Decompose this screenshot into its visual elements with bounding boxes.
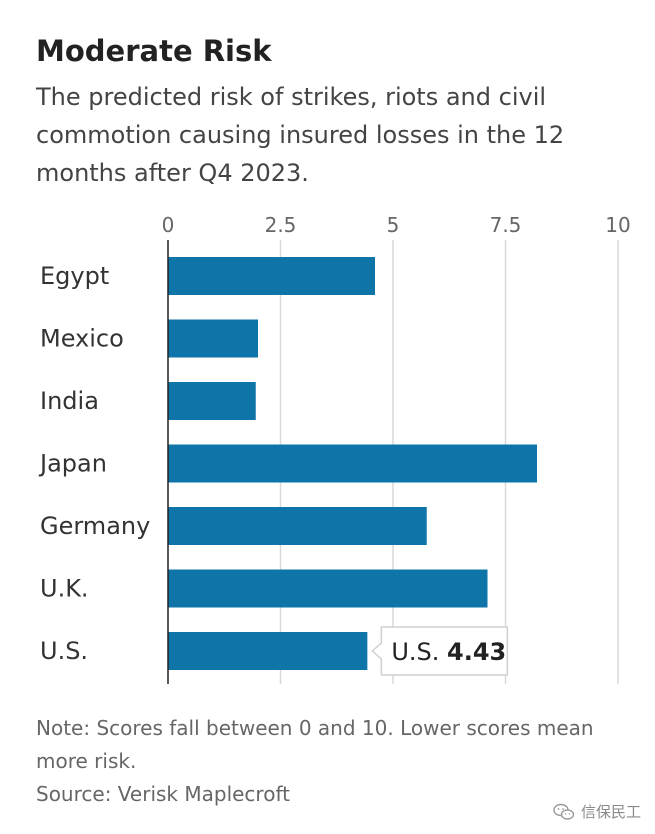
bar xyxy=(168,257,375,295)
watermark-text: 信保民工 xyxy=(580,803,641,821)
category-label: Mexico xyxy=(40,325,124,353)
chart-subtitle: The predicted risk of strikes, riots and… xyxy=(36,83,565,187)
bar xyxy=(168,444,537,483)
bar xyxy=(168,569,488,608)
callout-box xyxy=(371,626,509,676)
x-tick-label: 10 xyxy=(605,213,630,237)
x-axis-ticks: 0 2.5 5 7.5 10 xyxy=(162,213,631,237)
wechat-icon xyxy=(553,803,575,820)
footnote: Note: Scores fall between 0 and 10. Lowe… xyxy=(36,716,594,773)
category-label: Egypt xyxy=(40,262,109,290)
category-label: Germany xyxy=(40,512,150,540)
category-label: U.S. xyxy=(40,637,88,665)
bar xyxy=(168,632,368,670)
value-callout: U.S. 4.43 xyxy=(371,626,509,676)
x-tick-label: 5 xyxy=(387,213,400,237)
bar-chart: 0 2.5 5 7.5 10 Egypt Mexico India Japan Germany U… xyxy=(38,213,631,684)
chart-title: Moderate Risk xyxy=(36,34,272,68)
x-tick-label: 2.5 xyxy=(265,213,297,237)
x-tick-label: 0 xyxy=(162,213,175,237)
bar xyxy=(168,382,256,420)
bar xyxy=(168,319,258,358)
category-label: India xyxy=(40,387,99,415)
callout-value: 4.43 xyxy=(447,638,506,666)
bar xyxy=(168,507,427,545)
x-tick-label: 7.5 xyxy=(490,213,522,237)
source-line: Source: Verisk Maplecroft xyxy=(36,782,290,806)
callout-text: U.S. 4.43 xyxy=(391,638,506,666)
bars xyxy=(168,257,537,670)
category-label: Japan xyxy=(38,450,107,478)
callout-label: U.S. xyxy=(391,638,447,666)
category-labels: Egypt Mexico India Japan Germany U.K. U.S. xyxy=(38,262,150,665)
watermark: 信保民工 xyxy=(553,801,641,822)
category-label: U.K. xyxy=(40,575,89,603)
